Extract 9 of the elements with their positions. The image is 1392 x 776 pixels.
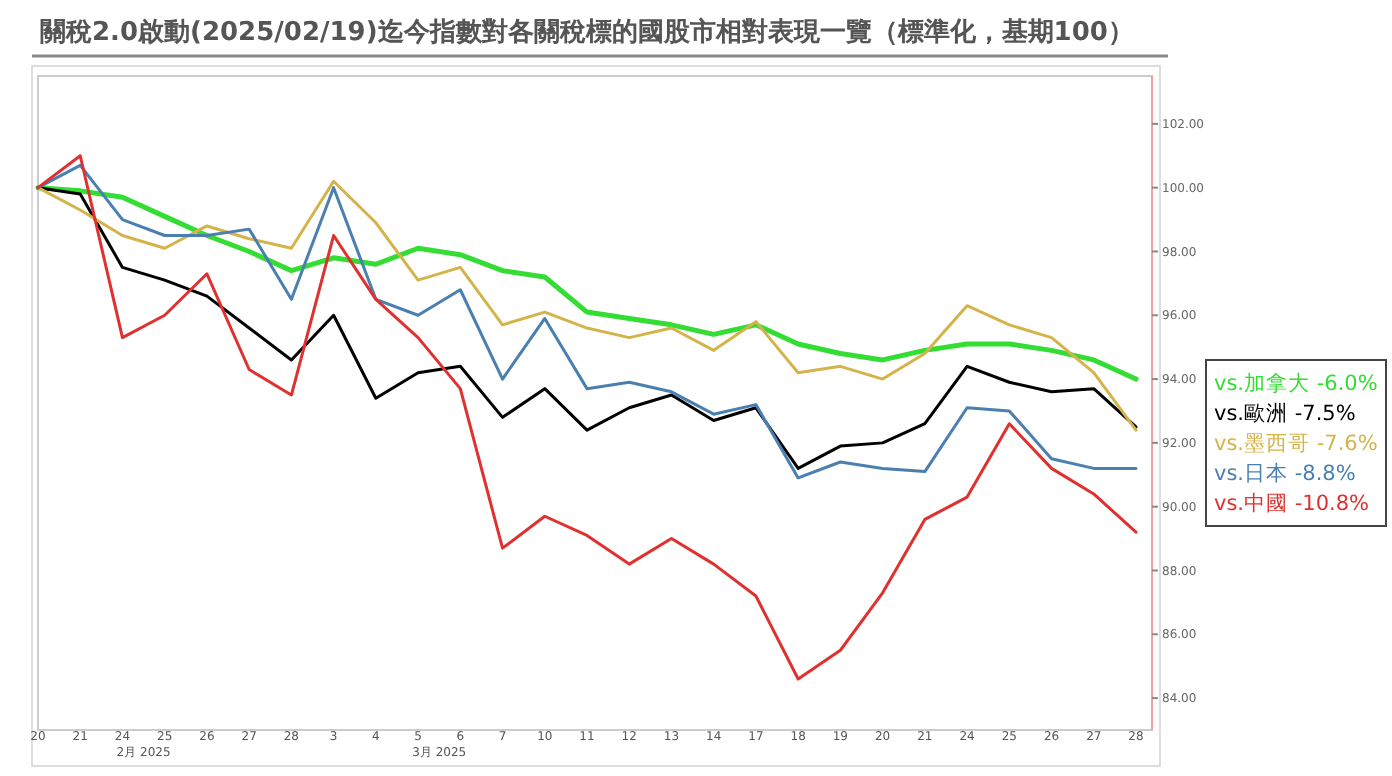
text: vs.加拿大 -6.0% — [1214, 370, 1378, 396]
text: vs.中國 -10.8% — [1214, 490, 1370, 516]
text: vs.日本 -8.8% — [1214, 460, 1356, 486]
text: vs.墨西哥 -7.6% — [1214, 432, 1378, 456]
line-series — [36, 154, 1138, 681]
text: vs.歐洲 -7.5% — [1214, 400, 1356, 426]
chart-title: 關稅2.0啟動(2025/02/19)迄今指數對各關稅標的國股市相對表現一覽（標準化，基期100） — [40, 16, 1134, 48]
line-series — [36, 179, 1138, 432]
line-series — [35, 185, 1139, 382]
